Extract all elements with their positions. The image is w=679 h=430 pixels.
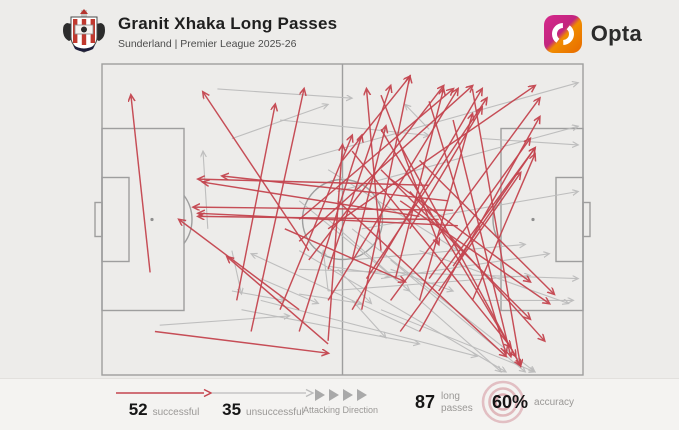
unsuccessful-count: 35 <box>222 400 242 419</box>
successful-pass-arrow <box>418 114 473 301</box>
successful-pass-arrow <box>337 200 506 356</box>
successful-pass-arrow <box>327 86 391 270</box>
successful-arrow-icon <box>116 388 213 398</box>
successful-pass-arrow <box>380 169 530 319</box>
successful-pass-arrow <box>428 101 506 353</box>
pass-arrows-layer <box>131 76 578 372</box>
successful-pass-arrow <box>390 98 540 301</box>
pitch <box>94 63 591 376</box>
unsuccessful-pass-arrow <box>327 219 501 372</box>
successful-pass-arrow <box>198 213 458 227</box>
opta-brand: Opta <box>543 15 642 53</box>
page-title: Granit Xhaka Long Passes <box>118 14 338 33</box>
accuracy-label: accuracy <box>534 397 575 408</box>
opta-logo-icon <box>543 15 582 53</box>
attacking-direction-triangle-icon <box>314 389 325 401</box>
successful-pass-arrow <box>179 220 300 311</box>
unsuccessful-pass-arrow <box>351 300 386 337</box>
legend: 52 successful 35 unsuccessful Attacking … <box>0 378 679 430</box>
successful-pass-arrow <box>198 179 430 187</box>
unsuccessful-pass-arrow <box>328 265 391 275</box>
successful-pass-arrow <box>203 92 310 252</box>
legend-accuracy: 60% accuracy <box>481 380 575 424</box>
unsuccessful-pass-arrow <box>405 104 430 130</box>
successful-pass-arrow <box>154 330 328 354</box>
unsuccessful-pass-arrow <box>159 316 290 326</box>
unsuccessful-pass-arrow <box>260 299 478 356</box>
legend-total-passes: 87 long passes <box>415 391 477 414</box>
successful-pass-arrow <box>327 86 535 230</box>
page-subtitle: Sunderland | Premier League 2025-26 <box>118 38 297 50</box>
successful-pass-arrow <box>399 144 520 366</box>
successful-pass-arrow <box>365 98 487 280</box>
legend-unsuccessful: 35 unsuccessful <box>208 388 318 420</box>
successful-pass-arrow <box>298 86 472 242</box>
successful-pass-arrow <box>131 95 151 273</box>
successful-pass-arrow <box>471 88 520 366</box>
unsuccessful-pass-arrow <box>323 251 329 292</box>
attacking-direction-triangle-icon <box>342 389 353 401</box>
successful-pass-arrow <box>428 139 530 280</box>
unsuccessful-pass-arrow <box>380 309 535 372</box>
legend-attacking-direction: Attacking Direction <box>303 389 378 415</box>
successful-pass-arrow <box>380 128 516 356</box>
unsuccessful-arrow-icon <box>212 388 315 398</box>
total-passes-count: 87 <box>415 392 436 412</box>
successful-pass-arrow <box>284 228 405 282</box>
attacking-direction-icons <box>314 389 367 401</box>
successful-label: successful <box>152 407 200 418</box>
sunderland-crest <box>63 9 105 53</box>
successful-pass-arrow <box>452 119 511 356</box>
attacking-direction-label: Attacking Direction <box>303 405 379 415</box>
successful-pass-arrow <box>193 207 454 211</box>
successful-pass-arrow <box>409 108 482 230</box>
successful-pass-arrow <box>351 150 511 347</box>
successful-count: 52 <box>128 400 148 419</box>
unsuccessful-label: unsuccessful <box>246 407 304 418</box>
successful-pass-arrow <box>409 191 545 341</box>
target-stamp-icon <box>481 380 525 424</box>
successful-pass-arrow <box>203 182 420 218</box>
total-passes-label: long passes <box>441 391 473 414</box>
unsuccessful-pass-arrow <box>217 88 352 98</box>
successful-pass-arrow <box>222 176 449 202</box>
attacking-direction-triangle-icon <box>328 389 339 401</box>
unsuccessful-pass-arrow <box>279 119 429 136</box>
legend-successful: 52 successful <box>112 388 216 420</box>
opta-wordmark: Opta <box>590 21 642 46</box>
unsuccessful-pass-arrow <box>231 104 328 140</box>
attacking-direction-triangle-icon <box>356 389 367 401</box>
successful-pass-arrow <box>341 76 410 161</box>
pass-map <box>94 62 591 377</box>
successful-pass-arrow <box>250 89 304 332</box>
successful-pass-arrow <box>298 89 453 221</box>
successful-pass-arrow <box>399 148 535 332</box>
unsuccessful-pass-arrow <box>241 309 420 344</box>
unsuccessful-pass-arrow <box>299 293 362 303</box>
header: Granit Xhaka Long Passes Sunderland | Pr… <box>118 14 337 50</box>
successful-pass-arrow <box>367 89 382 251</box>
successful-pass-arrow <box>298 136 362 332</box>
successful-pass-arrow <box>380 94 439 244</box>
unsuccessful-pass-arrow <box>390 268 454 291</box>
unsuccessful-pass-arrow <box>337 126 579 193</box>
unsuccessful-pass-arrow <box>251 254 420 332</box>
successful-pass-arrow <box>418 159 555 294</box>
successful-pass-arrow <box>351 126 386 261</box>
successful-pass-arrow <box>438 173 521 292</box>
accuracy-value: 60% <box>492 392 529 412</box>
successful-pass-arrow <box>227 257 329 345</box>
successful-pass-arrow <box>327 145 342 341</box>
successful-pass-arrow <box>279 136 352 310</box>
unsuccessful-pass-arrow <box>419 250 569 304</box>
successful-pass-arrow <box>198 216 439 221</box>
unsuccessful-pass-arrow <box>231 250 242 295</box>
